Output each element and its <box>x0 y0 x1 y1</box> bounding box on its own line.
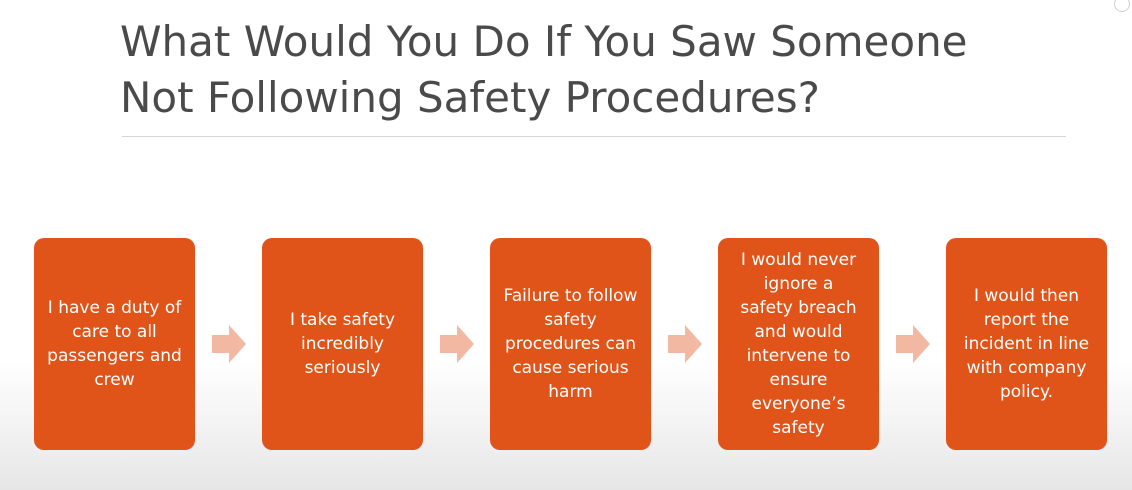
title-divider <box>122 136 1066 137</box>
corner-indicator-icon <box>1114 0 1130 12</box>
process-step-3-text: Failure to follow safety procedures can … <box>503 286 638 402</box>
process-step-5-text: I would then report the incident in line… <box>963 286 1090 402</box>
arrow-right-icon <box>440 325 474 363</box>
process-step-5: I would then report the incident in line… <box>946 238 1107 450</box>
arrow-right-icon <box>896 325 930 363</box>
arrow-right-icon <box>212 325 246 363</box>
process-step-2-text: I take safety incredibly seriously <box>289 310 396 378</box>
process-step-1-text: I have a duty of care to all passengers … <box>47 298 182 390</box>
process-step-1: I have a duty of care to all passengers … <box>34 238 195 450</box>
process-step-4: I would never ignore a safety breach and… <box>718 238 879 450</box>
process-step-3: Failure to follow safety procedures can … <box>490 238 651 450</box>
slide-title-line-1: What Would You Do If You Saw Someone <box>120 17 968 66</box>
slide-title: What Would You Do If You Saw Someone Not… <box>120 14 1080 126</box>
arrow-right-icon <box>668 325 702 363</box>
process-step-4-text: I would never ignore a safety breach and… <box>740 250 857 438</box>
process-step-2: I take safety incredibly seriously <box>262 238 423 450</box>
slide-title-line-2: Not Following Safety Procedures? <box>120 73 820 122</box>
